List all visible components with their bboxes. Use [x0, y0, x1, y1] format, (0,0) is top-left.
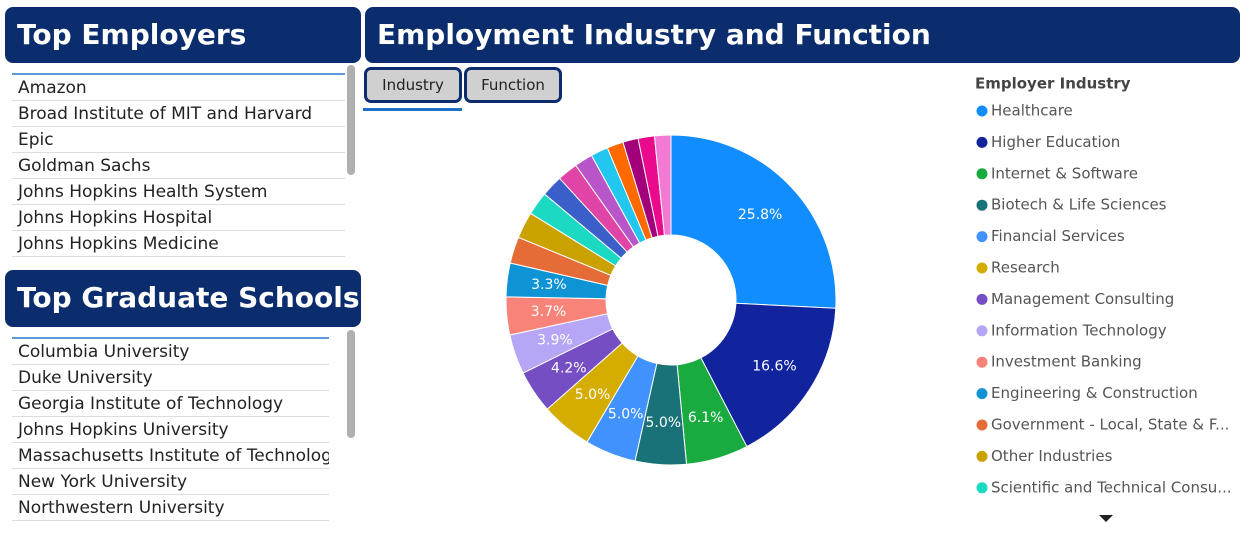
legend-marker — [976, 450, 988, 462]
legend-label: Financial Services — [991, 227, 1125, 245]
data-label: 4.2% — [551, 360, 587, 376]
list-row[interactable]: Northwestern University — [12, 495, 329, 521]
legend-marker — [976, 262, 988, 274]
legend-title: Employer Industry — [975, 75, 1131, 93]
legend-marker — [976, 199, 988, 211]
list-row[interactable]: Broad Institute of MIT and Harvard — [12, 101, 345, 127]
legend-marker — [976, 419, 988, 431]
list-row[interactable]: Johns Hopkins Hospital — [12, 205, 345, 231]
legend-marker — [976, 136, 988, 148]
legend-marker — [976, 325, 988, 337]
legend-marker — [976, 388, 988, 400]
legend-label: Biotech & Life Sciences — [991, 196, 1167, 214]
legend-label: Other Industries — [991, 447, 1113, 465]
scrollbar[interactable] — [347, 330, 355, 438]
legend-scroll-arrow[interactable] — [1099, 515, 1113, 522]
data-label: 3.9% — [537, 333, 573, 349]
legend-label: Healthcare — [991, 102, 1073, 120]
data-label: 6.1% — [688, 410, 724, 426]
legend-label: Government - Local, State & F... — [991, 416, 1229, 434]
legend-label: Higher Education — [991, 133, 1120, 151]
chart-title: Employment Industry and Function — [365, 7, 1240, 63]
scrollbar[interactable] — [347, 65, 355, 175]
legend-marker — [976, 293, 988, 305]
donut-slice — [670, 134, 837, 309]
legend-label: Internet & Software — [991, 164, 1138, 182]
schools-list: Columbia University Duke University Georgi… — [12, 337, 329, 534]
data-label: 3.7% — [531, 304, 567, 320]
legend-label: Scientific and Technical Consu... — [991, 478, 1232, 496]
list-row[interactable]: Goldman Sachs — [12, 153, 345, 179]
list-row[interactable]: Epic — [12, 127, 345, 153]
data-label: 3.3% — [531, 277, 567, 293]
list-row[interactable]: Johns Hopkins Medicine — [12, 231, 345, 257]
legend-label: Information Technology — [991, 321, 1167, 339]
legend-label: Management Consulting — [991, 290, 1174, 308]
tab[interactable]: Industry — [364, 67, 462, 103]
list-row[interactable]: Georgia Institute of Technology — [12, 391, 329, 417]
donut-slice — [700, 302, 837, 448]
legend-marker — [976, 168, 988, 180]
legend-marker — [976, 105, 988, 117]
list-row[interactable]: Duke University — [12, 365, 329, 391]
legend-label: Investment Banking — [991, 353, 1142, 371]
list-row[interactable]: Amazon — [12, 75, 345, 101]
data-label: 5.0% — [608, 406, 644, 422]
legend-label: Research — [991, 259, 1060, 277]
tab-underline — [363, 108, 462, 111]
list-row[interactable]: New York University — [12, 469, 329, 495]
data-label: 16.6% — [752, 359, 796, 375]
data-label: 5.0% — [645, 415, 681, 431]
legend-marker — [976, 231, 988, 243]
list-row[interactable]: Johns Hopkins Health System — [12, 179, 345, 205]
donut-slice — [653, 134, 672, 236]
list-row[interactable]: Johns Hopkins University — [12, 417, 329, 443]
legend-marker — [976, 356, 988, 368]
data-label: 5.0% — [575, 387, 611, 403]
list-row[interactable]: Columbia University — [12, 339, 329, 365]
data-label: 25.8% — [738, 207, 782, 223]
employers-list: Amazon Broad Institute of MIT and Harvard… — [12, 73, 345, 261]
legend-label: Engineering & Construction — [991, 384, 1198, 402]
employers-title: Top Employers — [5, 7, 361, 63]
legend-marker — [976, 482, 988, 494]
list-row[interactable]: Massachusetts Institute of Technology — [12, 443, 329, 469]
tab[interactable]: Function — [464, 67, 562, 103]
schools-title: Top Graduate Schools — [5, 270, 361, 327]
